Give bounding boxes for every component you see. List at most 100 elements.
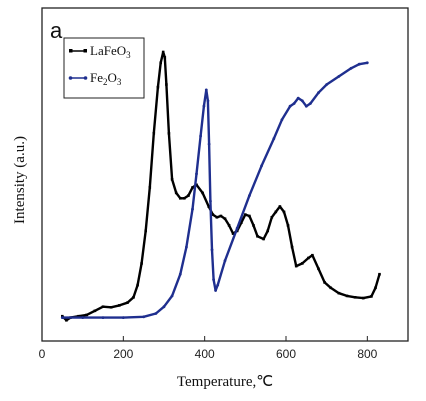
data-point-lafeo3 [329, 286, 332, 290]
data-point-lafeo3 [174, 191, 178, 195]
data-point-fe2o3 [280, 118, 284, 122]
data-point-fe2o3 [288, 104, 292, 108]
legend: LaFeO3 Fe2O3 [63, 37, 145, 99]
data-point-lafeo3 [118, 304, 121, 307]
data-point-lafeo3 [159, 61, 162, 65]
legend-label-lafeo3: LaFeO3 [90, 43, 131, 60]
data-point-fe2o3 [60, 316, 64, 319]
data-point-fe2o3 [272, 137, 276, 141]
data-point-fe2o3 [81, 316, 85, 319]
data-point-lafeo3 [345, 294, 349, 298]
data-point-fe2o3 [210, 248, 214, 252]
data-point-lafeo3 [136, 283, 139, 287]
x-tick-label: 800 [357, 347, 377, 361]
data-point-lafeo3 [307, 256, 310, 260]
data-point-lafeo3 [126, 301, 129, 304]
data-point-lafeo3 [317, 267, 320, 271]
data-point-fe2o3 [248, 194, 251, 198]
data-point-lafeo3 [286, 224, 290, 227]
data-point-fe2o3 [101, 316, 105, 319]
panel-label: a [50, 18, 63, 43]
x-tick-label: 0 [39, 347, 46, 361]
data-point-fe2o3 [178, 272, 182, 276]
data-point-fe2o3 [202, 104, 206, 108]
data-point-lafeo3 [256, 235, 259, 238]
data-point-lafeo3 [201, 191, 204, 195]
data-point-fe2o3 [142, 315, 146, 319]
data-point-lafeo3 [85, 313, 88, 317]
data-point-lafeo3 [215, 216, 219, 219]
legend-marker-fe2o3 [83, 76, 88, 80]
data-point-fe2o3 [121, 316, 125, 319]
data-point-lafeo3 [109, 306, 113, 309]
data-point-lafeo3 [301, 262, 304, 265]
data-point-lafeo3 [219, 214, 223, 218]
data-point-fe2o3 [204, 88, 208, 92]
data-point-lafeo3 [311, 253, 314, 257]
data-point-lafeo3 [132, 296, 135, 299]
data-point-fe2o3 [206, 99, 210, 103]
data-point-lafeo3 [65, 319, 68, 322]
series-layer [60, 50, 381, 322]
x-tick-label: 200 [113, 347, 133, 361]
legend-marker-fe2o3 [68, 76, 73, 80]
data-point-lafeo3 [270, 216, 274, 219]
data-point-fe2o3 [304, 104, 308, 108]
data-point-lafeo3 [353, 296, 357, 299]
data-point-lafeo3 [248, 214, 251, 218]
data-point-lafeo3 [370, 295, 373, 298]
data-point-fe2o3 [296, 96, 300, 100]
data-point-lafeo3 [170, 178, 174, 181]
data-point-fe2o3 [209, 199, 212, 203]
data-point-fe2o3 [195, 172, 198, 176]
data-point-lafeo3 [290, 245, 294, 249]
data-point-lafeo3 [179, 197, 182, 200]
data-point-fe2o3 [337, 75, 341, 78]
data-point-lafeo3 [274, 210, 278, 214]
legend-marker-lafeo3 [69, 49, 73, 53]
data-point-lafeo3 [144, 229, 147, 233]
data-point-lafeo3 [294, 264, 298, 268]
data-point-fe2o3 [223, 259, 227, 263]
data-point-lafeo3 [374, 286, 377, 290]
data-point-lafeo3 [140, 262, 143, 265]
x-tick-label: 600 [276, 347, 296, 361]
data-point-lafeo3 [183, 197, 186, 200]
data-point-lafeo3 [244, 213, 247, 216]
data-point-fe2o3 [325, 83, 329, 86]
data-point-lafeo3 [148, 186, 152, 189]
data-point-lafeo3 [211, 213, 215, 216]
data-point-fe2o3 [212, 278, 216, 281]
data-point-lafeo3 [191, 186, 194, 189]
data-point-fe2o3 [170, 294, 174, 298]
data-point-fe2o3 [207, 142, 211, 146]
data-point-fe2o3 [216, 283, 220, 287]
data-point-lafeo3 [282, 210, 286, 214]
data-point-fe2o3 [154, 312, 158, 315]
x-axis-title: Temperature,℃ [177, 374, 273, 390]
data-point-lafeo3 [262, 237, 265, 241]
data-point-fe2o3 [235, 226, 239, 230]
data-point-lafeo3 [323, 281, 326, 284]
data-point-lafeo3 [227, 224, 231, 227]
data-point-lafeo3 [77, 314, 80, 318]
data-point-fe2o3 [214, 289, 218, 292]
data-point-lafeo3 [167, 132, 171, 135]
legend-box [63, 37, 145, 99]
data-point-lafeo3 [266, 229, 269, 233]
data-point-lafeo3 [152, 132, 156, 135]
data-point-lafeo3 [161, 50, 165, 54]
data-point-lafeo3 [240, 221, 243, 224]
data-point-lafeo3 [207, 205, 210, 208]
data-point-lafeo3 [278, 205, 282, 208]
plot-frame [41, 7, 409, 342]
data-point-fe2o3 [199, 134, 203, 138]
data-point-lafeo3 [195, 183, 198, 187]
data-point-fe2o3 [317, 91, 320, 95]
legend-marker-lafeo3 [83, 49, 87, 53]
y-axis-title: Intensity (a.u.) [12, 136, 28, 224]
data-point-fe2o3 [191, 207, 194, 211]
data-point-fe2o3 [349, 66, 353, 70]
data-point-lafeo3 [223, 217, 227, 220]
